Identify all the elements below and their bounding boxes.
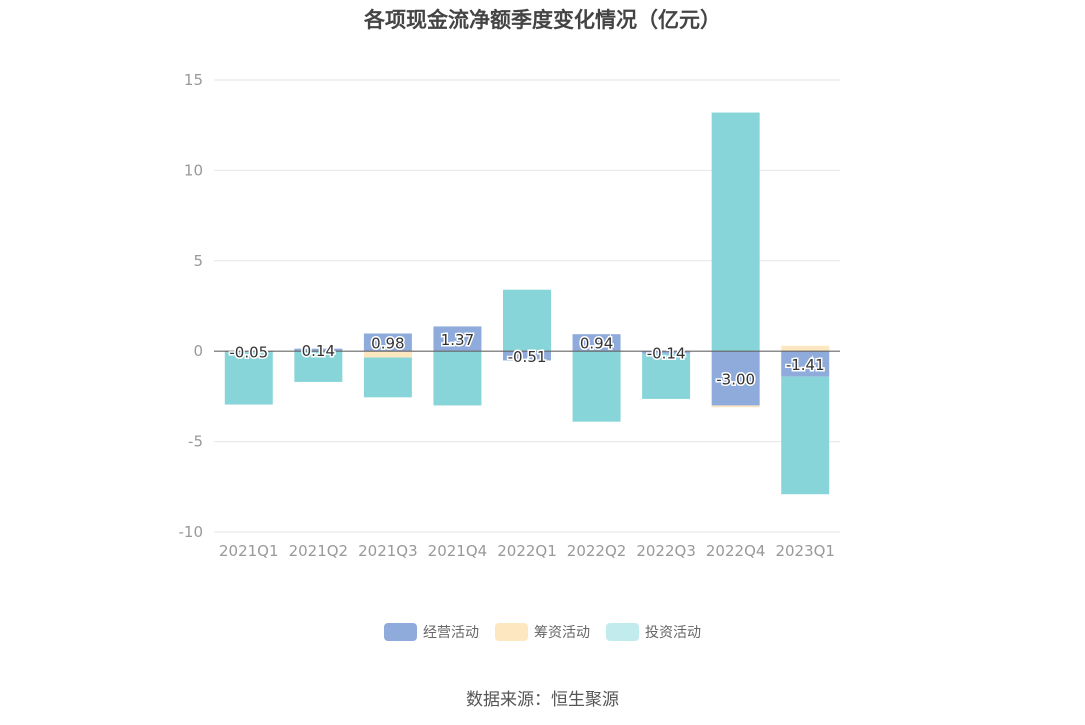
y-tick-label: -5 — [188, 433, 203, 451]
bar — [503, 351, 551, 361]
legend-item-operating[interactable]: 经营活动 — [384, 622, 479, 642]
data-label: 0.94 — [580, 335, 613, 353]
bar — [363, 351, 412, 358]
bar — [781, 351, 830, 377]
x-tick-label: 2022Q3 — [636, 542, 696, 560]
legend-label-operating: 经营活动 — [423, 625, 479, 641]
bar — [224, 352, 273, 405]
x-tick-label: 2022Q2 — [567, 542, 627, 560]
chart-title: 各项现金流净额季度变化情况（亿元） — [364, 8, 721, 32]
bar — [572, 334, 621, 352]
legend-label-financing: 筹资活动 — [534, 625, 590, 641]
data-label: -0.51 — [508, 348, 547, 366]
bar — [711, 351, 760, 406]
bar — [781, 376, 830, 495]
bar — [294, 351, 343, 382]
legend-item-financing[interactable]: 筹资活动 — [495, 622, 590, 642]
bar — [433, 351, 482, 406]
bar — [294, 348, 343, 352]
data-label: 0.14 — [302, 342, 335, 360]
legend-swatch-investing — [606, 623, 639, 641]
y-tick-label: 10 — [184, 161, 203, 179]
y-tick-label: -10 — [179, 523, 204, 541]
x-tick-label: 2023Q1 — [775, 542, 835, 560]
bar — [711, 405, 760, 408]
y-tick-label: 15 — [184, 71, 203, 89]
bar-layer — [224, 112, 830, 495]
bar — [503, 289, 551, 352]
bar — [363, 333, 412, 352]
legend: 经营活动 筹资活动 投资活动 — [0, 622, 1085, 642]
data-label: -0.05 — [229, 344, 268, 362]
x-tick-label: 2021Q2 — [289, 542, 349, 560]
x-tick-label: 2021Q4 — [428, 542, 488, 560]
bar — [363, 357, 412, 398]
x-tick-label: 2021Q3 — [358, 542, 418, 560]
data-label: -1.41 — [786, 356, 825, 374]
bar — [781, 345, 830, 352]
data-label: 1.37 — [441, 331, 474, 349]
data-label: 0.98 — [371, 334, 404, 352]
bar — [711, 112, 760, 352]
data-label: -0.14 — [647, 344, 686, 362]
y-tick-label: 0 — [193, 342, 203, 360]
data-label-layer: -0.05 0.14 0.98 1.37 -0.51 0.94 -0.14 -3.00 -1.4… — [228, 329, 826, 390]
legend-swatch-financing — [495, 623, 528, 641]
bar — [433, 326, 482, 352]
data-label: -3.00 — [716, 370, 755, 388]
data-source-note: 数据来源：恒生聚源 — [466, 690, 619, 710]
x-tick-label: 2022Q4 — [706, 542, 766, 560]
y-tick-label: 5 — [193, 252, 203, 270]
x-tick-label: 2021Q1 — [219, 542, 279, 560]
legend-swatch-operating — [384, 623, 417, 641]
legend-label-investing: 投资活动 — [645, 625, 701, 641]
x-tick-label: 2022Q1 — [497, 542, 557, 560]
axis-label-layer: 15 10 5 0 -5 -10 2021Q1 2021Q2 2021Q3 2021Q4 2022Q… — [179, 71, 835, 560]
bar — [642, 351, 691, 354]
bar — [572, 351, 621, 422]
bar — [642, 353, 691, 399]
legend-item-investing[interactable]: 投资活动 — [606, 622, 701, 642]
